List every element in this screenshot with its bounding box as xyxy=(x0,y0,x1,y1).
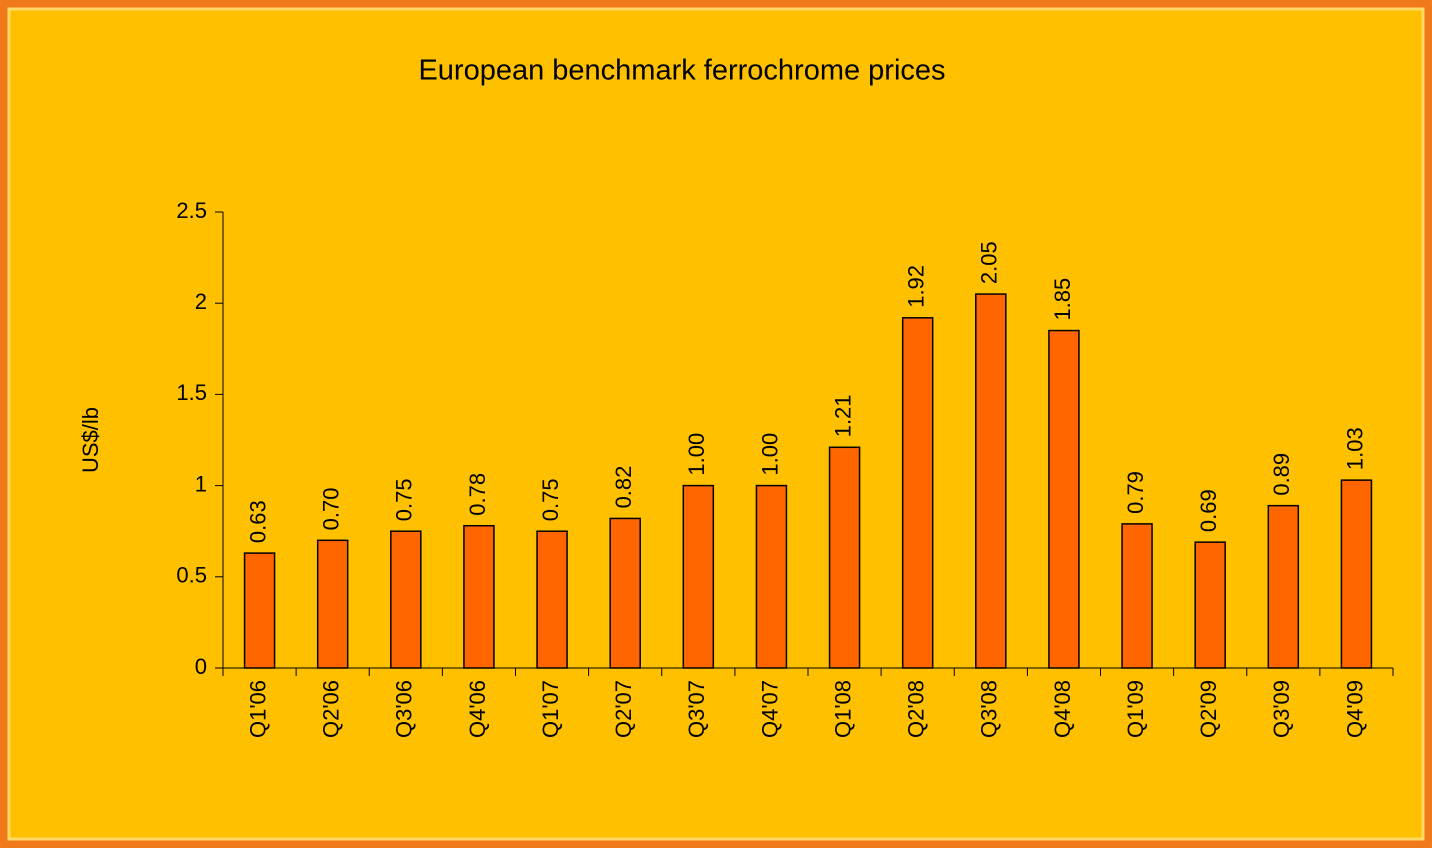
bar xyxy=(1194,541,1226,669)
bar xyxy=(901,317,934,669)
bar xyxy=(463,524,495,669)
x-tick-label: Q2'09 xyxy=(1196,680,1221,738)
x-tick-label: Q2'06 xyxy=(319,680,344,738)
y-tick-label: 1.5 xyxy=(176,380,207,405)
x-tick-label: Q3'07 xyxy=(684,680,709,738)
value-label: 0.79 xyxy=(1123,471,1148,514)
bar xyxy=(316,539,349,669)
value-label: 0.75 xyxy=(392,478,417,521)
bar xyxy=(755,484,788,669)
value-label: 1.85 xyxy=(1050,278,1075,321)
value-label: 0.69 xyxy=(1196,489,1221,532)
x-tick-label: Q3'08 xyxy=(977,680,1002,738)
value-label: 0.63 xyxy=(245,500,270,543)
bar xyxy=(1340,479,1373,669)
chart-title: European benchmark ferrochrome prices xyxy=(418,55,945,87)
bar xyxy=(1267,504,1300,669)
x-tick-label: Q3'06 xyxy=(392,680,417,738)
value-label: 2.05 xyxy=(977,241,1002,284)
y-tick-label: 1 xyxy=(195,471,207,496)
value-label: 0.75 xyxy=(538,478,563,521)
value-label: 1.00 xyxy=(684,433,709,476)
value-label: 0.78 xyxy=(465,473,490,516)
bar xyxy=(975,293,1007,669)
bar xyxy=(390,530,422,669)
x-tick-label: Q2'07 xyxy=(611,680,636,738)
x-tick-label: Q4'06 xyxy=(465,680,490,738)
bar xyxy=(536,530,568,669)
x-tick-label: Q4'07 xyxy=(757,680,782,738)
bar xyxy=(682,484,715,669)
value-label: 0.70 xyxy=(319,487,344,530)
x-tick-label: Q3'09 xyxy=(1269,680,1294,738)
background xyxy=(7,7,1425,841)
value-label: 0.89 xyxy=(1269,453,1294,496)
x-tick-label: Q4'08 xyxy=(1050,680,1075,738)
x-tick-label: Q1'09 xyxy=(1123,680,1148,738)
value-label: 1.21 xyxy=(830,394,855,437)
y-axis-label: US$/lb xyxy=(78,407,103,473)
value-label: 1.03 xyxy=(1342,427,1367,470)
bar xyxy=(243,552,276,669)
x-tick-label: Q1'07 xyxy=(538,680,563,738)
bar xyxy=(1048,329,1080,669)
bar xyxy=(609,517,641,669)
x-tick-label: Q4'09 xyxy=(1342,680,1367,738)
y-tick-label: 2 xyxy=(195,289,207,314)
y-tick-label: 0.5 xyxy=(176,563,207,588)
x-tick-label: Q1'08 xyxy=(830,680,855,738)
value-label: 1.00 xyxy=(757,433,782,476)
value-label: 0.82 xyxy=(611,466,636,509)
y-tick-label: 2.5 xyxy=(176,198,207,223)
x-tick-label: Q1'06 xyxy=(245,680,270,738)
value-label: 1.92 xyxy=(904,265,929,308)
y-tick-label: 0 xyxy=(195,654,207,679)
bar xyxy=(1121,523,1153,669)
bar xyxy=(828,446,861,669)
x-tick-label: Q2'08 xyxy=(904,680,929,738)
